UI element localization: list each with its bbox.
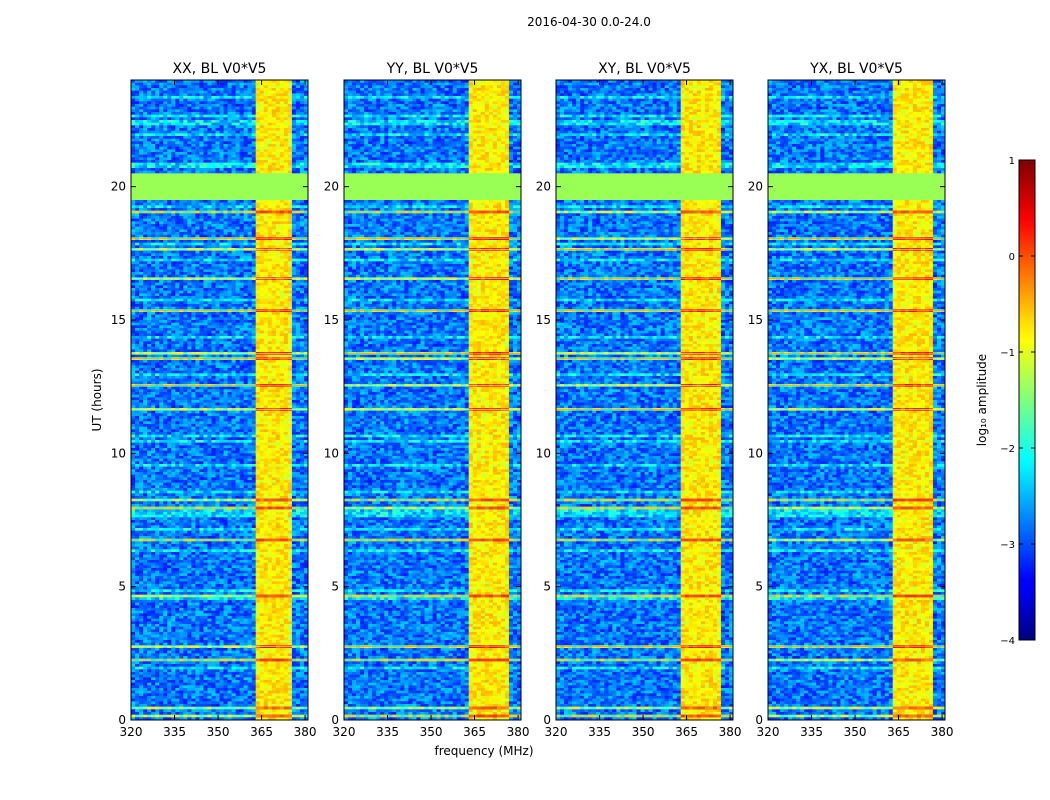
y-tick-label: 20: [111, 180, 126, 194]
flagged-block: [131, 173, 308, 200]
y-tick-label: 15: [536, 313, 551, 327]
colorbar: 1 0 −1 −2 −3 −4 log₁₀ amplitude: [975, 156, 1036, 647]
x-tick-label: 365: [250, 725, 273, 739]
panel-frame: [343, 79, 522, 721]
x-tick-label: 320: [757, 725, 780, 739]
y-tick-label: 5: [118, 580, 126, 594]
y-tick-label: 15: [748, 313, 763, 327]
panel-2: YY, BL V0*V5 320 335 350 365 380 0 5 10 15 20: [324, 61, 530, 739]
colorbar-tick-label: −2: [1000, 444, 1015, 455]
colorbar-tick-label: 1: [1009, 156, 1015, 167]
flagged-block: [344, 173, 521, 200]
y-tick-label: 5: [543, 580, 551, 594]
panel-title: XY, BL V0*V5: [598, 61, 691, 77]
panel-title: YY, BL V0*V5: [386, 61, 479, 77]
figure-title: 2016-04-30 0.0-24.0: [527, 15, 651, 29]
y-tick-label: 15: [324, 313, 339, 327]
y-tick-label: 0: [755, 713, 763, 727]
y-tick-label: 10: [111, 446, 126, 460]
panel-1: XX, BL V0*V5 320 335 350 365 380 0 5 10 15 20: [111, 61, 317, 739]
x-tick-label: 335: [588, 725, 611, 739]
colorbar-tick-label: −3: [1000, 540, 1015, 551]
colorbar-tick-label: −4: [1000, 636, 1015, 647]
y-tick-label: 5: [755, 580, 763, 594]
colorbar-tick-label: −1: [1000, 348, 1015, 359]
panel-title: XX, BL V0*V5: [173, 61, 267, 77]
panel-4: YX, BL V0*V5 320 335 350 365 380 0 5 10 15 20: [748, 61, 954, 739]
flagged-block: [556, 173, 733, 200]
panel-frame: [767, 79, 946, 721]
x-tick-label: 380: [931, 725, 954, 739]
y-tick-label: 20: [748, 180, 763, 194]
x-tick-label: 320: [333, 725, 356, 739]
y-tick-label: 0: [331, 713, 339, 727]
x-tick-label: 320: [545, 725, 568, 739]
x-tick-label: 350: [844, 725, 867, 739]
panel-3: XY, BL V0*V5 320 335 350 365 380 0 5 10 15 20: [536, 61, 742, 739]
y-tick-label: 10: [324, 446, 339, 460]
colorbar-gradient: [1018, 159, 1036, 641]
colorbar-tick-label: 0: [1009, 252, 1015, 263]
y-tick-label: 0: [543, 713, 551, 727]
heatmap-4: [768, 80, 945, 720]
y-tick-label: 10: [536, 446, 551, 460]
y-tick-label: 5: [331, 580, 339, 594]
colorbar-label: log₁₀ amplitude: [975, 354, 989, 446]
y-tick-label: 20: [536, 180, 551, 194]
x-tick-label: 335: [163, 725, 186, 739]
x-tick-label: 365: [887, 725, 910, 739]
panel-title: YX, BL V0*V5: [809, 61, 903, 77]
x-tick-label: 380: [294, 725, 317, 739]
y-tick-label: 15: [111, 313, 126, 327]
panel-frame: [555, 79, 734, 721]
x-tick-label: 365: [463, 725, 486, 739]
y-tick-label: 10: [748, 446, 763, 460]
panel-frame: [130, 79, 309, 721]
y-tick-label: 0: [118, 713, 126, 727]
heatmap-1: [131, 80, 308, 720]
x-tick-label: 335: [376, 725, 399, 739]
colorbar-ticks: 1 0 −1 −2 −3 −4: [1000, 156, 1035, 647]
x-tick-label: 350: [207, 725, 230, 739]
y-tick-label: 20: [324, 180, 339, 194]
x-tick-label: 380: [719, 725, 742, 739]
flagged-block: [768, 173, 945, 200]
heatmap-3: [556, 80, 733, 720]
x-tick-label: 380: [507, 725, 530, 739]
x-tick-label: 320: [120, 725, 143, 739]
x-tick-label: 335: [800, 725, 823, 739]
heatmap-2: [344, 80, 521, 720]
x-tick-label: 350: [420, 725, 443, 739]
y-axis-label: UT (hours): [90, 368, 104, 431]
x-tick-label: 350: [632, 725, 655, 739]
x-tick-label: 365: [675, 725, 698, 739]
x-axis-label: frequency (MHz): [434, 744, 533, 758]
